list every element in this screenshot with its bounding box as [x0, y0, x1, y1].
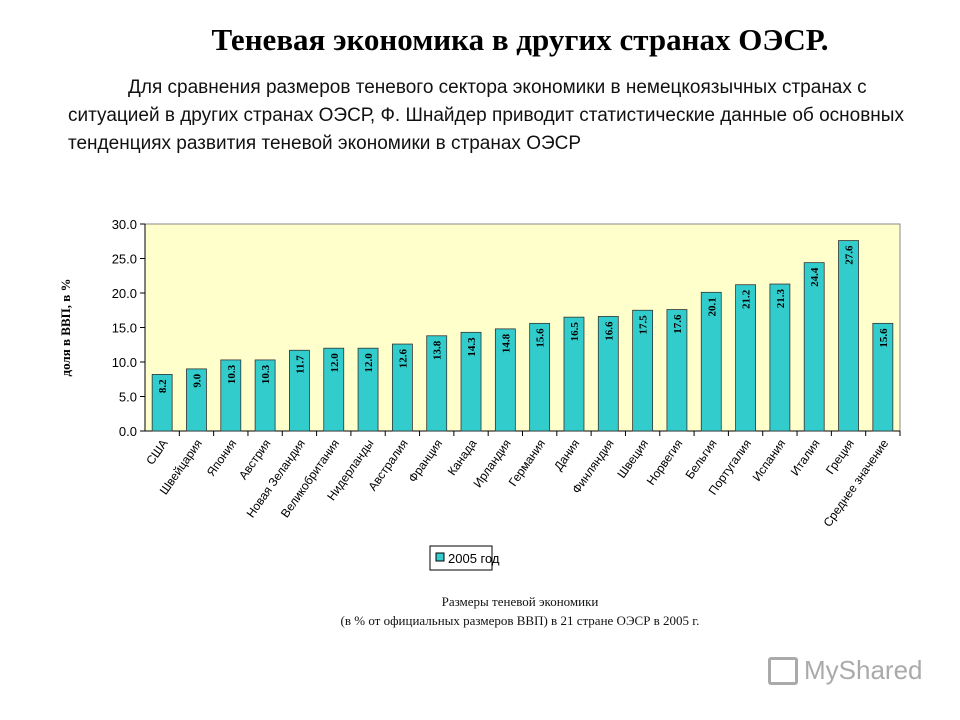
data-label: 15.6	[878, 328, 890, 348]
data-label: 20.1	[706, 297, 718, 316]
x-tick-label: Австрия	[236, 437, 274, 482]
bar-chart: 0.0 5.0 10.0 15.0 20.0 25.0 30.0 доля в ВВП, в …	[58, 217, 901, 571]
data-label: 21.3	[775, 289, 787, 309]
x-tick-label: Бельгия	[682, 437, 719, 482]
data-label: 9.0	[191, 373, 203, 387]
bar	[460, 331, 482, 432]
data-label: 24.4	[809, 267, 821, 287]
bar	[597, 316, 619, 432]
data-label: 12.0	[363, 353, 375, 373]
data-label: 10.3	[260, 364, 272, 384]
y-axis-label: доля в ВВП, в %	[58, 279, 73, 377]
logo-text: MyShared	[804, 655, 923, 685]
bar	[838, 240, 859, 432]
x-tick-label: Франция	[405, 437, 445, 485]
bar	[357, 347, 379, 432]
data-label: 14.3	[466, 337, 478, 357]
y-tick-label: 25.0	[112, 252, 137, 267]
bar	[254, 359, 276, 432]
data-label: 16.6	[603, 321, 615, 341]
bar	[151, 374, 173, 432]
bar	[494, 328, 516, 432]
data-label: 12.0	[329, 353, 341, 373]
y-tick-label: 0.0	[119, 424, 137, 439]
data-label: 15.6	[535, 328, 547, 348]
bar	[872, 322, 894, 432]
x-tick-label: Испания	[750, 437, 789, 484]
data-label: 16.5	[569, 322, 581, 342]
data-label: 21.2	[741, 289, 753, 309]
x-tick-label: США	[143, 437, 170, 468]
bar	[735, 284, 756, 432]
y-tick-label: 5.0	[119, 390, 137, 405]
data-label: 10.3	[226, 364, 238, 384]
bar	[700, 291, 722, 432]
legend-swatch	[435, 552, 445, 562]
x-tick-label: Канада	[445, 436, 480, 478]
chart-caption: Размеры теневой экономики (в % от официа…	[0, 592, 960, 630]
data-label: 12.6	[397, 349, 409, 369]
x-tick-label: Греция	[823, 437, 857, 477]
page-title: Теневая экономика в других странах ОЭСР.	[211, 22, 829, 57]
bar	[323, 347, 345, 432]
data-label: 11.7	[294, 355, 306, 374]
bar	[186, 368, 207, 432]
myshared-logo: MyShared	[768, 655, 923, 686]
bar	[529, 322, 551, 432]
x-tick-label: Среднее значение	[820, 436, 891, 529]
y-tick-label: 30.0	[112, 217, 137, 232]
bar	[220, 359, 242, 432]
bar	[289, 349, 310, 432]
caption-line-1: Размеры теневой экономики	[441, 594, 599, 609]
x-tick-label: Япония	[204, 437, 239, 479]
bar	[803, 262, 825, 432]
bar	[426, 335, 448, 432]
x-tick-label: Дания	[551, 437, 582, 473]
legend-label: 2005 год	[448, 551, 500, 566]
y-tick-label: 15.0	[112, 321, 137, 336]
y-tick-label: 10.0	[112, 355, 137, 370]
data-label: 17.6	[672, 314, 684, 334]
caption-line-2: (в % от официальных размеров ВВП) в 21 с…	[340, 613, 700, 628]
bar	[391, 343, 413, 432]
data-label: 14.8	[500, 333, 512, 353]
data-label: 13.8	[432, 340, 444, 360]
bar	[666, 309, 688, 432]
x-tick-label: Швеция	[614, 437, 651, 481]
intro-paragraph: Для сравнения размеров теневого сектора …	[68, 77, 904, 154]
logo-icon	[768, 656, 798, 685]
y-tick-label: 20.0	[112, 286, 137, 301]
data-label: 17.5	[638, 315, 650, 335]
x-tick-label: Италия	[788, 437, 823, 479]
data-label: 8.2	[157, 379, 169, 393]
bar	[632, 309, 654, 432]
data-label: 27.6	[844, 245, 856, 265]
bar	[769, 283, 791, 432]
bar	[563, 316, 585, 432]
